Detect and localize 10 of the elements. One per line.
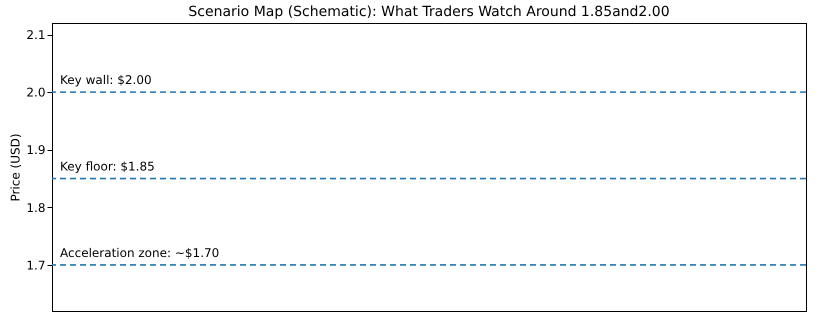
y-tick-label: 1.8: [26, 200, 46, 215]
ref-line-label: Key wall: $2.00: [60, 73, 152, 88]
y-tick-label: 1.7: [26, 258, 46, 272]
ref-line-label: Acceleration zone: ~$1.70: [60, 246, 220, 260]
y-axis-title: Price (USD): [8, 133, 22, 202]
ref-line-label: Key floor: $1.85: [60, 160, 155, 174]
y-tick-label: 2.1: [26, 28, 46, 42]
chart-title: Scenario Map (Schematic): What Traders Watch Around 1.85and2.00: [188, 4, 670, 20]
y-tick-label: 1.9: [26, 143, 46, 158]
y-tick-label: 2.0: [26, 86, 46, 100]
